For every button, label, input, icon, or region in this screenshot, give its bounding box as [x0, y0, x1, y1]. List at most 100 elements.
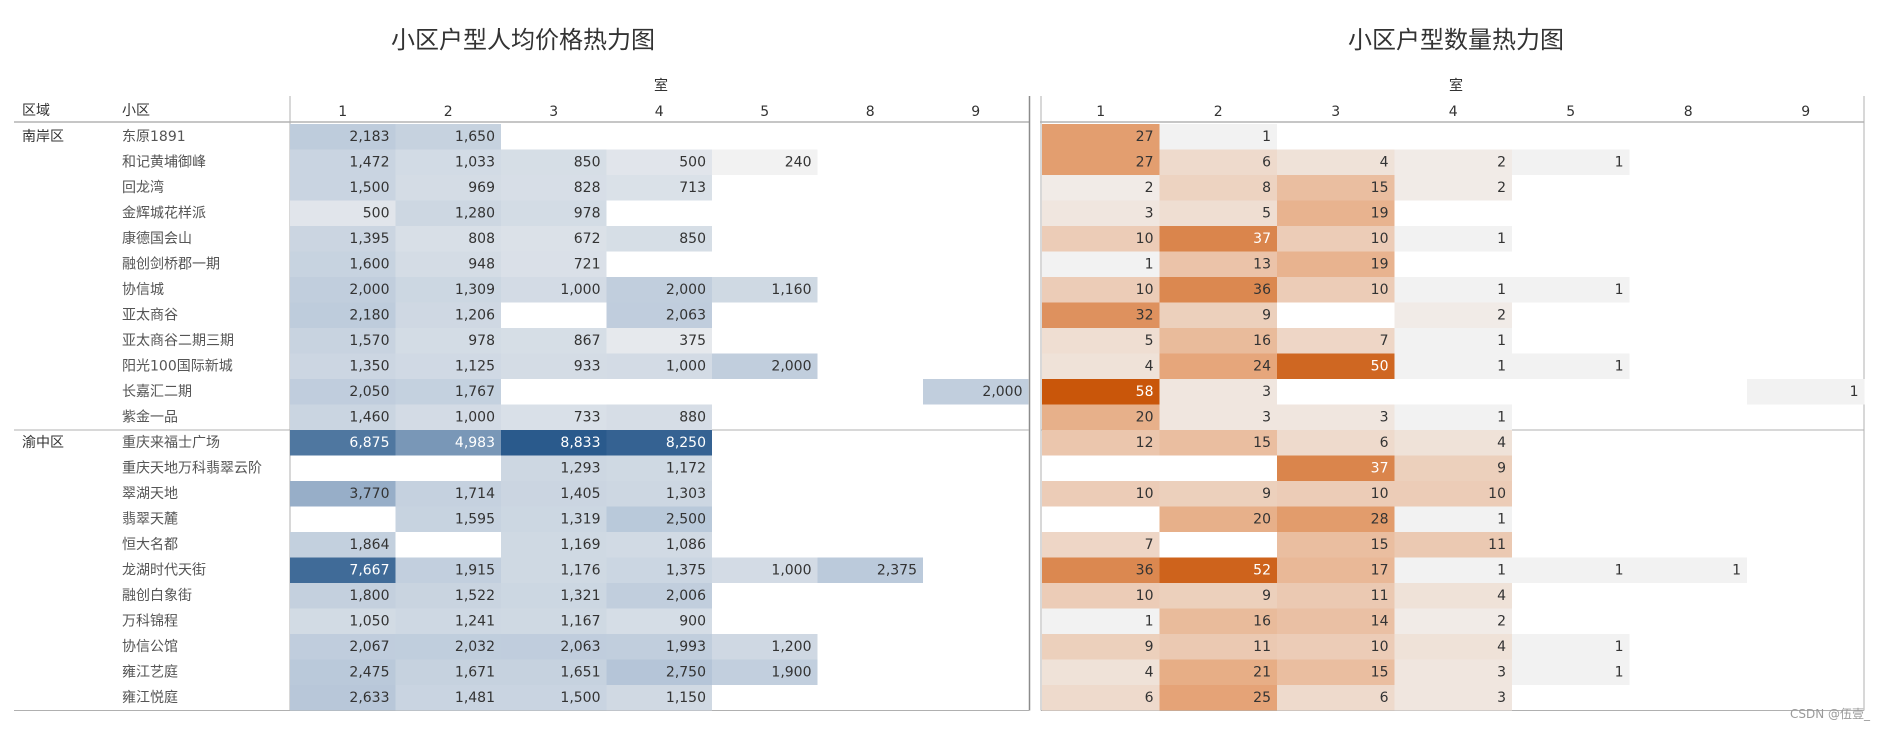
price-cell [290, 328, 396, 354]
price-cell-value: 672 [574, 231, 601, 247]
price-cell [290, 404, 396, 430]
price-cell [290, 302, 396, 328]
count-cell [1277, 149, 1395, 175]
price-cell-value: 1,321 [560, 588, 600, 604]
price-cell [395, 506, 501, 532]
community-label: 重庆来福士广场 [122, 435, 220, 451]
price-cell [395, 251, 501, 277]
count-cell [1277, 200, 1395, 226]
count-cell [1042, 124, 1160, 150]
price-cell-value: 828 [574, 180, 601, 196]
community-label: 紫金一品 [122, 410, 178, 426]
count-cell-value: 2 [1497, 614, 1506, 630]
price-cell [395, 379, 501, 405]
count-cell [1159, 302, 1277, 328]
count-cell-value: 1 [1497, 410, 1506, 426]
price-cell-value: 1,375 [666, 563, 706, 579]
count-cell [1277, 430, 1395, 456]
count-cell-value: 12 [1136, 435, 1154, 451]
count-cell-value: 19 [1371, 257, 1389, 273]
price-cell [290, 175, 396, 201]
community-label: 康德国会山 [122, 230, 192, 247]
count-cell-value: 2 [1145, 180, 1154, 196]
community-label: 协信城 [122, 282, 164, 298]
count-cell-value: 17 [1371, 563, 1389, 579]
count-cell [1394, 659, 1512, 685]
count-cell-value: 27 [1136, 129, 1154, 145]
price-cell-value: 1,241 [455, 614, 495, 630]
count-cell [1159, 481, 1277, 507]
count-cell [1277, 455, 1395, 481]
count-cell-value: 15 [1371, 665, 1389, 681]
community-label: 翠湖天地 [122, 486, 178, 502]
count-cell-value: 5 [1145, 333, 1154, 349]
count-cell-value: 16 [1253, 614, 1271, 630]
price-cell-value: 1,150 [666, 690, 706, 706]
count-cell [1042, 226, 1160, 252]
count-cell-value: 2 [1497, 308, 1506, 324]
community-label: 长嘉汇二期 [122, 384, 192, 400]
price-cell [290, 557, 396, 583]
price-column-label-1: 1 [338, 104, 347, 120]
count-cell-value: 9 [1262, 308, 1271, 324]
count-cell [1394, 608, 1512, 634]
price-cell-value: 978 [574, 206, 601, 222]
price-cell [290, 277, 396, 303]
price-cell [501, 277, 607, 303]
price-cell-value: 2,750 [666, 665, 706, 681]
count-cell [1394, 506, 1512, 532]
count-cell [1159, 379, 1277, 405]
count-cell [1277, 659, 1395, 685]
price-cell [501, 583, 607, 609]
count-cell [1277, 175, 1395, 201]
count-cell-value: 1 [1497, 282, 1506, 298]
price-cell-value: 1,033 [455, 155, 495, 171]
price-cell [606, 328, 712, 354]
price-cell-value: 1,160 [771, 282, 811, 298]
count-cell-value: 4 [1145, 665, 1154, 681]
price-cell [923, 379, 1029, 405]
count-cell-value: 10 [1136, 282, 1154, 298]
count-cell-value: 10 [1371, 486, 1389, 502]
count-cell [1159, 404, 1277, 430]
count-cell [1042, 328, 1160, 354]
price-cell [606, 532, 712, 558]
price-cell-value: 1,086 [666, 537, 706, 553]
price-cell [501, 659, 607, 685]
count-cell-value: 20 [1253, 512, 1271, 528]
count-cell-value: 21 [1253, 665, 1271, 681]
count-cell-value: 3 [1380, 410, 1389, 426]
count-heatmap-title: 小区户型数量热力图 [1348, 26, 1564, 54]
count-cell [1512, 659, 1630, 685]
count-cell [1159, 430, 1277, 456]
price-cell [712, 659, 818, 685]
price-cell-value: 1,176 [560, 563, 600, 579]
count-cell [1042, 634, 1160, 660]
count-cell [1159, 149, 1277, 175]
count-cell-value: 10 [1371, 231, 1389, 247]
price-cell-value: 1,395 [349, 231, 389, 247]
count-cell-value: 1 [1850, 384, 1859, 400]
price-cell [501, 455, 607, 481]
price-cell-value: 1,206 [455, 308, 495, 324]
community-label: 万科锦程 [122, 613, 178, 630]
count-cell-value: 36 [1253, 282, 1271, 298]
count-cell [1042, 302, 1160, 328]
price-cell [501, 226, 607, 252]
count-cell [1512, 353, 1630, 379]
count-cell-value: 10 [1488, 486, 1506, 502]
price-cell [606, 583, 712, 609]
price-cell [395, 659, 501, 685]
price-cell [501, 430, 607, 456]
count-cell [1277, 685, 1395, 711]
count-cell [1159, 175, 1277, 201]
price-cell-value: 969 [468, 180, 495, 196]
price-cell-value: 2,000 [666, 282, 706, 298]
price-cell-value: 1,000 [455, 410, 495, 426]
count-cell [1394, 226, 1512, 252]
count-cell-value: 3 [1497, 665, 1506, 681]
price-cell-value: 713 [679, 180, 706, 196]
count-cell-value: 11 [1488, 537, 1506, 553]
count-cell [1042, 277, 1160, 303]
